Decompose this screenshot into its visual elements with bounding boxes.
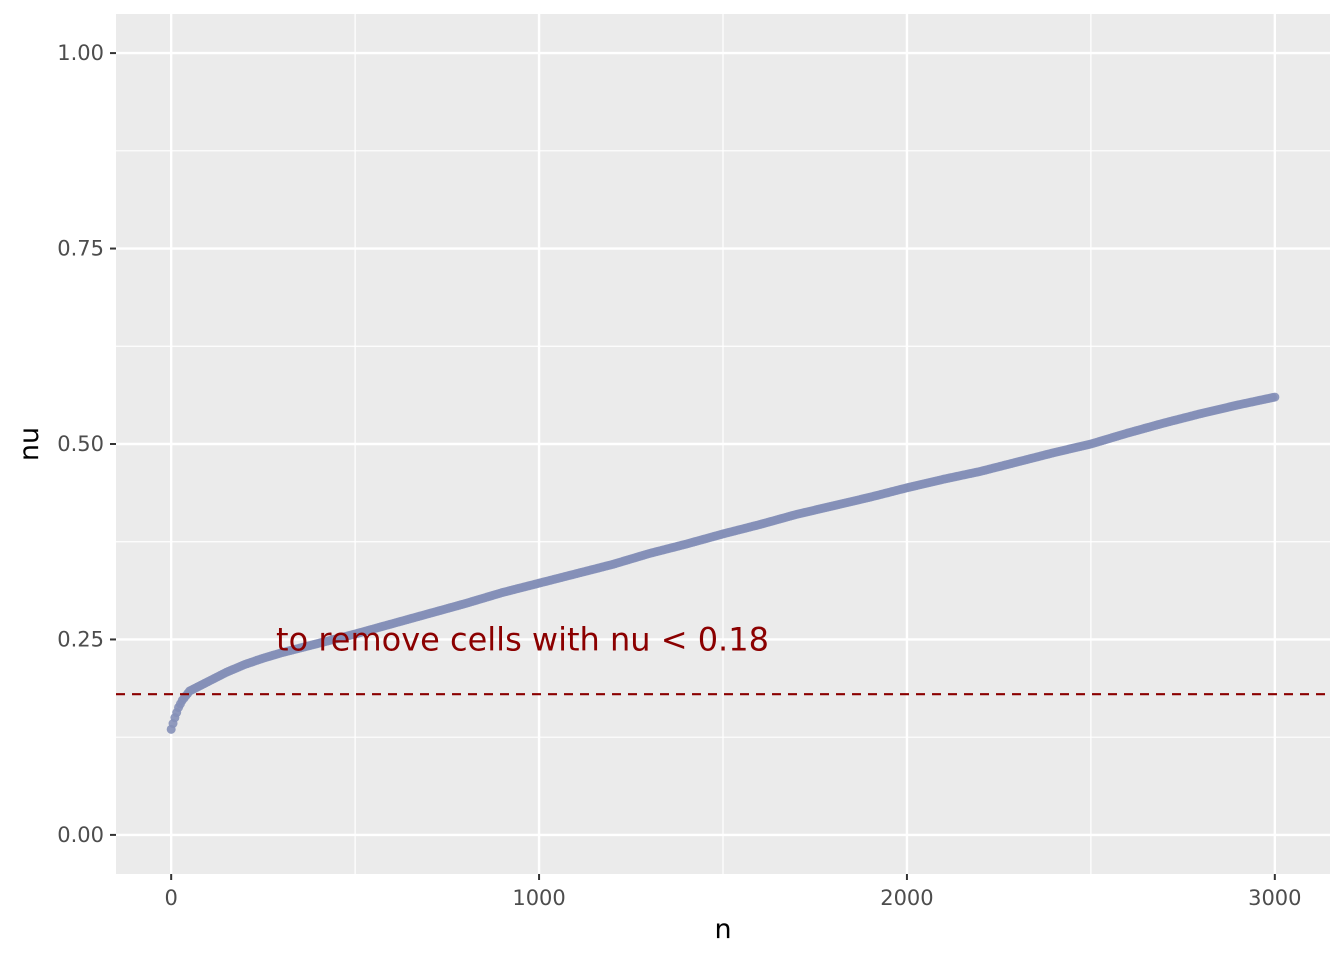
x-tick-label: 2000 (880, 886, 933, 910)
data-points (166, 392, 1280, 734)
x-axis: 0 1000 2000 3000 (164, 874, 1302, 910)
y-tick-label: 1.00 (57, 41, 104, 65)
grid-major (116, 14, 1330, 874)
y-tick-label: 0.00 (57, 823, 104, 847)
threshold-annotation: to remove cells with nu < 0.18 (276, 620, 769, 658)
y-tick-label: 0.75 (57, 237, 104, 261)
x-tick-label: 3000 (1248, 886, 1301, 910)
data-point (1270, 392, 1280, 402)
y-tick-label: 0.50 (57, 432, 104, 456)
x-tick-label: 0 (164, 886, 177, 910)
y-axis: 0.00 0.25 0.50 0.75 1.00 (57, 41, 116, 847)
x-tick-label: 1000 (512, 886, 565, 910)
x-axis-title: n (714, 914, 731, 945)
y-axis-title: nu (14, 427, 45, 461)
y-tick-label: 0.25 (57, 627, 104, 651)
